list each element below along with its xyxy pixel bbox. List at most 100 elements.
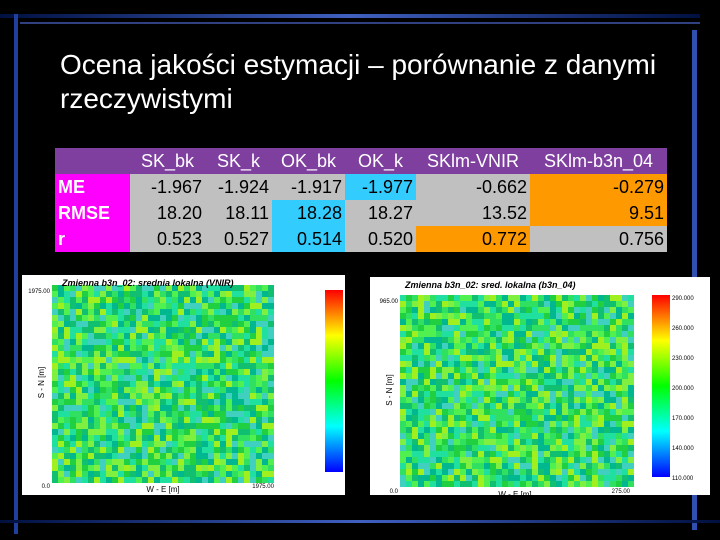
y-axis-label: S - N [m]: [37, 367, 46, 399]
map-pixel: [154, 405, 160, 411]
map-pixel: [568, 319, 574, 325]
map-pixel: [484, 397, 490, 403]
map-pixel: [190, 435, 196, 441]
map-pixel: [124, 393, 130, 399]
map-pixel: [154, 477, 160, 483]
map-pixel: [436, 343, 442, 349]
map-pixel: [70, 393, 76, 399]
map-pixel: [100, 357, 106, 363]
map-pixel: [58, 465, 64, 471]
map-pixel: [628, 439, 634, 445]
map-pixel: [130, 363, 136, 369]
map-pixel: [490, 361, 496, 367]
map-pixel: [112, 285, 118, 291]
map-pixel: [82, 405, 88, 411]
map-pixel: [550, 379, 556, 385]
map-pixel: [226, 375, 232, 381]
map-pixel: [244, 369, 250, 375]
map-pixel: [406, 349, 412, 355]
map-pixel: [574, 379, 580, 385]
map-pixel: [106, 321, 112, 327]
map-pixel: [172, 339, 178, 345]
map-pixel: [616, 481, 622, 487]
map-pixel: [76, 357, 82, 363]
map-pixel: [112, 369, 118, 375]
map-pixel: [94, 333, 100, 339]
map-pixel: [148, 339, 154, 345]
map-pixel: [166, 351, 172, 357]
map-pixel: [244, 429, 250, 435]
map-pixel: [94, 321, 100, 327]
map-pixel: [526, 379, 532, 385]
map-pixel: [88, 393, 94, 399]
map-pixel: [82, 447, 88, 453]
colorbar-label: 200.000: [672, 386, 694, 392]
map-pixel: [568, 313, 574, 319]
map-pixel: [586, 457, 592, 463]
map-pixel: [454, 439, 460, 445]
map-pixel: [88, 465, 94, 471]
map-pixel: [52, 477, 58, 483]
map-pixel: [94, 315, 100, 321]
map-pixel: [532, 481, 538, 487]
map-pixel: [226, 441, 232, 447]
map-pixel: [460, 409, 466, 415]
map-pixel: [214, 369, 220, 375]
map-pixel: [130, 339, 136, 345]
map-pixel: [94, 363, 100, 369]
map-pixel: [526, 445, 532, 451]
map-pixel: [478, 331, 484, 337]
map-pixel: [562, 313, 568, 319]
map-pixel: [466, 409, 472, 415]
cell: 0.520: [345, 226, 416, 252]
map-pixel: [136, 303, 142, 309]
map-pixel: [598, 463, 604, 469]
map-pixel: [586, 349, 592, 355]
map-pixel: [190, 291, 196, 297]
map-pixel: [514, 325, 520, 331]
map-pixel: [94, 309, 100, 315]
map-pixel: [418, 433, 424, 439]
map-pixel: [226, 339, 232, 345]
map-pixel: [196, 291, 202, 297]
map-pixel: [442, 421, 448, 427]
map-pixel: [112, 465, 118, 471]
map-pixel: [52, 363, 58, 369]
map-pixel: [172, 297, 178, 303]
map-pixel: [244, 459, 250, 465]
map-pixel: [466, 445, 472, 451]
map-pixel: [478, 325, 484, 331]
map-pixel: [604, 295, 610, 301]
map-pixel: [64, 297, 70, 303]
map-pixel: [454, 475, 460, 481]
map-pixel: [574, 427, 580, 433]
map-pixel: [190, 393, 196, 399]
map-pixel: [154, 369, 160, 375]
map-pixel: [616, 307, 622, 313]
map-pixel: [256, 315, 262, 321]
map-pixel: [508, 301, 514, 307]
map-pixel: [622, 451, 628, 457]
map-pixel: [136, 465, 142, 471]
map-pixel: [466, 415, 472, 421]
map-pixel: [208, 327, 214, 333]
map-pixel: [478, 415, 484, 421]
map-pixel: [430, 469, 436, 475]
map-pixel: [250, 363, 256, 369]
map-pixel: [106, 405, 112, 411]
map-pixel: [526, 361, 532, 367]
map-pixel: [610, 307, 616, 313]
cell: -0.662: [416, 174, 530, 200]
map-pixel: [52, 375, 58, 381]
map-pixel: [472, 313, 478, 319]
map-pixel: [520, 475, 526, 481]
map-pixel: [100, 387, 106, 393]
map-pixel: [238, 339, 244, 345]
map-pixel: [472, 391, 478, 397]
map-pixel: [118, 339, 124, 345]
map-pixel: [94, 429, 100, 435]
map-pixel: [130, 441, 136, 447]
map-pixel: [472, 403, 478, 409]
map-pixel: [616, 367, 622, 373]
map-pixel: [172, 393, 178, 399]
